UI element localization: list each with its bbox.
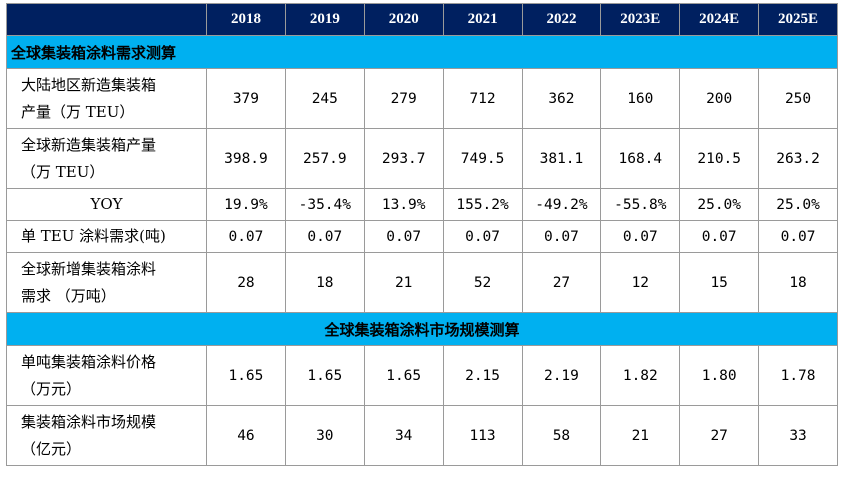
table-cell: 21 bbox=[363, 252, 444, 313]
row-label: 单 TEU 涂料需求(吨) bbox=[6, 220, 207, 253]
row-label-line: 产量（万 TEU） bbox=[21, 102, 135, 121]
table-cell: 12 bbox=[600, 252, 681, 313]
year-header: 2022 bbox=[521, 3, 602, 36]
table-cell: 0.07 bbox=[363, 220, 444, 253]
row-label: 单吨集装箱涂料价格 （万元） bbox=[6, 345, 207, 406]
table-cell: 257.9 bbox=[284, 128, 365, 189]
table-cell: 15 bbox=[679, 252, 760, 313]
row-label-line: 需求 （万吨） bbox=[21, 286, 116, 305]
year-header: 2019 bbox=[284, 3, 365, 36]
row-label: 全球新增集装箱涂料 需求 （万吨） bbox=[6, 252, 207, 313]
table-row: YOY 19.9% -35.4% 13.9% 155.2% -49.2% -55… bbox=[6, 188, 838, 221]
table-cell: 25.0% bbox=[679, 188, 760, 221]
row-label: YOY bbox=[6, 188, 207, 221]
table-cell: 210.5 bbox=[679, 128, 760, 189]
table-cell: 46 bbox=[206, 405, 286, 466]
table-cell: 712 bbox=[442, 68, 523, 129]
table-cell: 34 bbox=[363, 405, 444, 466]
row-label-line: 全球新造集装箱产量 bbox=[21, 135, 157, 154]
table-cell: 379 bbox=[206, 68, 286, 129]
year-header: 2024E bbox=[679, 3, 760, 36]
table-cell: 28 bbox=[206, 252, 286, 313]
table-cell: 1.65 bbox=[284, 345, 365, 406]
row-label-line: （万 TEU） bbox=[21, 162, 105, 181]
table-cell: 52 bbox=[442, 252, 523, 313]
year-header: 2020 bbox=[363, 3, 444, 36]
section-row-market: 全球集装箱涂料市场规模测算 bbox=[6, 312, 838, 346]
table-cell: 160 bbox=[600, 68, 681, 129]
row-label-line: （亿元） bbox=[21, 439, 82, 458]
table-row: 单 TEU 涂料需求(吨) 0.07 0.07 0.07 0.07 0.07 0… bbox=[6, 220, 838, 253]
table-cell: 0.07 bbox=[521, 220, 602, 253]
year-header: 2025E bbox=[758, 3, 838, 36]
table-cell: 1.65 bbox=[206, 345, 286, 406]
section-row-demand: 全球集装箱涂料需求测算 bbox=[6, 35, 838, 69]
table-cell: 113 bbox=[442, 405, 523, 466]
header-row: 2018 2019 2020 2021 2022 2023E 2024E 202… bbox=[6, 3, 838, 36]
table-cell: 155.2% bbox=[442, 188, 523, 221]
table-cell: 398.9 bbox=[206, 128, 286, 189]
table-cell: 58 bbox=[521, 405, 602, 466]
table-cell: 0.07 bbox=[758, 220, 838, 253]
table-cell: 27 bbox=[521, 252, 602, 313]
row-label-line: 大陆地区新造集装箱 bbox=[21, 75, 157, 94]
table-cell: 168.4 bbox=[600, 128, 681, 189]
table-cell: 362 bbox=[521, 68, 602, 129]
section-title: 全球集装箱涂料市场规模测算 bbox=[6, 312, 838, 346]
table-cell: 27 bbox=[679, 405, 760, 466]
table-cell: 263.2 bbox=[758, 128, 838, 189]
table-cell: 293.7 bbox=[363, 128, 444, 189]
table-cell: 13.9% bbox=[363, 188, 444, 221]
table-cell: 0.07 bbox=[679, 220, 760, 253]
table-cell: -55.8% bbox=[600, 188, 681, 221]
data-table-container: 2018 2019 2020 2021 2022 2023E 2024E 202… bbox=[6, 3, 838, 466]
table-cell: 1.82 bbox=[600, 345, 681, 406]
table-cell: 279 bbox=[363, 68, 444, 129]
table-cell: 21 bbox=[600, 405, 681, 466]
year-header: 2021 bbox=[442, 3, 523, 36]
table-row: 全球新增集装箱涂料 需求 （万吨） 28 18 21 52 27 12 15 1… bbox=[6, 252, 838, 313]
table-cell: -49.2% bbox=[521, 188, 602, 221]
row-label: 集装箱涂料市场规模 （亿元） bbox=[6, 405, 207, 466]
table-cell: 245 bbox=[284, 68, 365, 129]
table-row: 大陆地区新造集装箱 产量（万 TEU） 379 245 279 712 362 … bbox=[6, 68, 838, 129]
table-cell: -35.4% bbox=[284, 188, 365, 221]
row-label: 全球新造集装箱产量 （万 TEU） bbox=[6, 128, 207, 189]
row-label: 大陆地区新造集装箱 产量（万 TEU） bbox=[6, 68, 207, 129]
table-cell: 18 bbox=[284, 252, 365, 313]
table-row: 全球新造集装箱产量 （万 TEU） 398.9 257.9 293.7 749.… bbox=[6, 128, 838, 189]
row-label-line: （万元） bbox=[21, 379, 82, 398]
row-label-line: 集装箱涂料市场规模 bbox=[21, 412, 157, 431]
table-cell: 1.65 bbox=[363, 345, 444, 406]
table-cell: 0.07 bbox=[284, 220, 365, 253]
table-cell: 30 bbox=[284, 405, 365, 466]
table-row: 集装箱涂料市场规模 （亿元） 46 30 34 113 58 21 27 33 bbox=[6, 405, 838, 466]
table-cell: 1.80 bbox=[679, 345, 760, 406]
table-cell: 2.15 bbox=[442, 345, 523, 406]
table-cell: 0.07 bbox=[600, 220, 681, 253]
table-cell: 381.1 bbox=[521, 128, 602, 189]
row-label-line: 单吨集装箱涂料价格 bbox=[21, 352, 157, 371]
table-cell: 250 bbox=[758, 68, 838, 129]
table-cell: 0.07 bbox=[442, 220, 523, 253]
year-header: 2018 bbox=[206, 3, 286, 36]
table-cell: 2.19 bbox=[521, 345, 602, 406]
table-cell: 200 bbox=[679, 68, 760, 129]
header-corner-cell bbox=[6, 3, 207, 36]
table-cell: 0.07 bbox=[206, 220, 286, 253]
table-row: 单吨集装箱涂料价格 （万元） 1.65 1.65 1.65 2.15 2.19 … bbox=[6, 345, 838, 406]
section-title: 全球集装箱涂料需求测算 bbox=[6, 35, 838, 69]
table-cell: 25.0% bbox=[758, 188, 838, 221]
table-cell: 33 bbox=[758, 405, 838, 466]
table-cell: 1.78 bbox=[758, 345, 838, 406]
year-header: 2023E bbox=[600, 3, 681, 36]
row-label-line: 全球新增集装箱涂料 bbox=[21, 259, 157, 278]
table-cell: 18 bbox=[758, 252, 838, 313]
container-coating-table: 2018 2019 2020 2021 2022 2023E 2024E 202… bbox=[6, 3, 838, 466]
table-cell: 749.5 bbox=[442, 128, 523, 189]
table-cell: 19.9% bbox=[206, 188, 286, 221]
